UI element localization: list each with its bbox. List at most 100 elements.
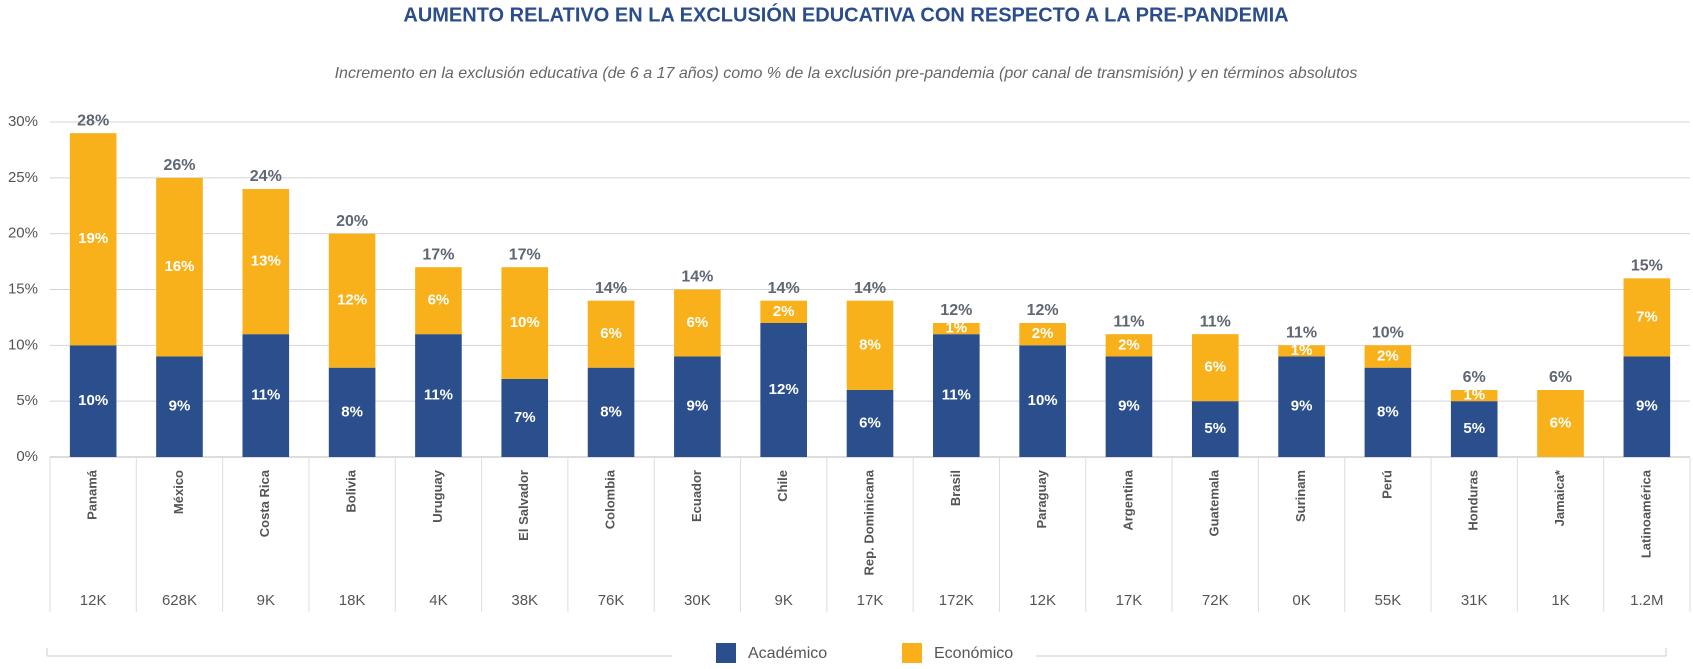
- bar-segment: [1537, 390, 1584, 457]
- total-label: 11%: [1200, 313, 1231, 330]
- value-label: 9%: [687, 398, 709, 415]
- bar-segment: [760, 323, 807, 457]
- value-label: 2%: [1032, 325, 1054, 342]
- value-label: 10%: [1028, 392, 1058, 409]
- total-label: 26%: [163, 157, 195, 174]
- bar-segment: [1623, 356, 1671, 457]
- x-tick-label: El Salvador: [516, 470, 531, 541]
- bar-segment: [933, 334, 980, 457]
- x-tick-label: Rep. Dominicana: [861, 469, 876, 575]
- value-label: 12%: [769, 381, 799, 398]
- total-label: 17%: [509, 246, 541, 263]
- absolute-label: 17K: [857, 592, 884, 609]
- absolute-label: 76K: [598, 592, 625, 609]
- absolute-label: 55K: [1375, 592, 1402, 609]
- bar-segment: [933, 323, 980, 335]
- x-tick-label: Costa Rica: [257, 469, 272, 537]
- value-label: 7%: [514, 409, 536, 426]
- absolute-label: 72K: [1202, 592, 1229, 609]
- absolute-label: 9K: [257, 592, 275, 609]
- bar-segment: [1623, 278, 1671, 357]
- bar-segment: [674, 356, 721, 457]
- value-label: 6%: [687, 314, 709, 331]
- value-label: 1%: [945, 320, 967, 337]
- x-tick-label: Brasil: [948, 470, 963, 506]
- bar-segment: [1191, 334, 1239, 402]
- bar-segment: [242, 189, 290, 335]
- bar-segment: [415, 334, 462, 457]
- bar-segment: [69, 345, 117, 457]
- bar-segment: [760, 300, 807, 323]
- y-tick-label: 0%: [16, 448, 38, 465]
- bar-segment: [501, 378, 549, 457]
- absolute-label: 17K: [1116, 592, 1143, 609]
- value-label: 10%: [510, 314, 540, 331]
- total-label: 10%: [1372, 325, 1404, 342]
- bar-segment: [156, 356, 203, 457]
- legend-frame: [46, 648, 1667, 657]
- x-tick-label: Panamá: [85, 469, 100, 520]
- total-label: 28%: [77, 112, 109, 129]
- x-tick-label: Bolivia: [344, 469, 359, 512]
- total-label: 14%: [854, 280, 886, 297]
- value-label: 16%: [164, 258, 194, 275]
- bar-segment: [328, 233, 376, 368]
- total-label: 17%: [422, 246, 454, 263]
- total-label: 24%: [250, 168, 282, 185]
- value-label: 13%: [251, 253, 281, 270]
- bar-segment: [587, 367, 635, 457]
- total-label: 14%: [681, 269, 713, 286]
- bar-segment: [1019, 323, 1066, 346]
- absolute-label: 38K: [511, 592, 538, 609]
- absolute-label: 31K: [1461, 592, 1488, 609]
- absolute-label: 1K: [1551, 592, 1569, 609]
- total-label: 6%: [1463, 369, 1486, 386]
- value-label: 6%: [1204, 359, 1226, 376]
- value-label: 5%: [1463, 420, 1485, 437]
- absolute-label: 9K: [775, 592, 793, 609]
- value-label: 2%: [773, 303, 795, 320]
- bar-segment: [328, 367, 376, 457]
- y-tick-label: 20%: [8, 225, 38, 242]
- absolute-label: 628K: [162, 592, 197, 609]
- bar-segment: [846, 390, 894, 457]
- x-tick-label: Uruguay: [430, 469, 445, 523]
- bar-segment: [69, 133, 117, 346]
- total-label: 11%: [1113, 313, 1144, 330]
- total-label: 14%: [595, 280, 627, 297]
- total-label: 12%: [1027, 302, 1059, 319]
- value-label: 8%: [341, 403, 363, 420]
- value-label: 11%: [251, 387, 280, 404]
- value-label: 8%: [600, 403, 622, 420]
- bar-segment: [1450, 390, 1498, 402]
- total-label: 14%: [768, 280, 800, 297]
- bar-segment: [1450, 401, 1498, 457]
- bar-segment: [1191, 401, 1239, 457]
- total-label: 12%: [940, 302, 972, 319]
- total-label: 6%: [1549, 369, 1572, 386]
- value-label: 9%: [1118, 398, 1140, 415]
- x-tick-label: Perú: [1379, 470, 1394, 499]
- y-tick-label: 30%: [8, 113, 38, 130]
- bar-segment: [1105, 356, 1153, 457]
- absolute-label: 1.2M: [1630, 592, 1663, 609]
- x-tick-label: Jamaica*: [1552, 469, 1567, 526]
- bar-segment: [415, 267, 462, 335]
- y-tick-label: 15%: [8, 280, 38, 297]
- bar-segment: [846, 300, 894, 390]
- value-label: 1%: [1463, 387, 1485, 404]
- x-tick-label: Latinoamérica: [1638, 469, 1653, 558]
- value-label: 6%: [428, 292, 450, 309]
- value-label: 7%: [1636, 308, 1658, 325]
- value-label: 19%: [78, 230, 108, 247]
- value-label: 5%: [1204, 420, 1226, 437]
- value-label: 9%: [1291, 398, 1313, 415]
- bar-segment: [1019, 345, 1066, 457]
- legend-label: Económico: [934, 645, 1013, 662]
- absolute-label: 12K: [80, 592, 107, 609]
- bar-segment: [242, 334, 290, 457]
- bar-segment: [1364, 345, 1412, 368]
- legend-swatch: [902, 643, 922, 663]
- absolute-label: 30K: [684, 592, 711, 609]
